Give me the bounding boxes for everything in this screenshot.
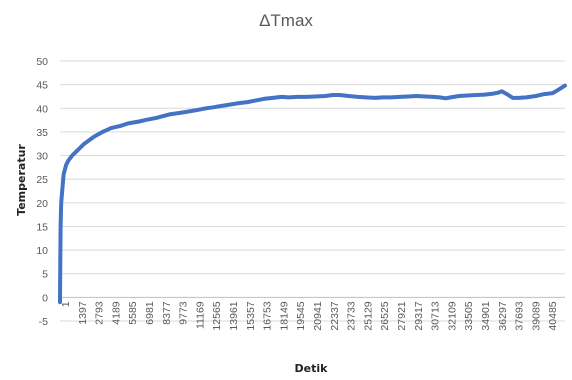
x-tick-label: 9773 <box>178 301 190 325</box>
x-tick-label: 23733 <box>346 301 358 330</box>
y-tick-label: -5 <box>39 316 48 328</box>
y-tick-label: 5 <box>42 269 48 281</box>
y-tick-label: 40 <box>36 103 48 115</box>
x-tick-label: 29317 <box>413 301 425 330</box>
y-tick-label: 50 <box>36 56 48 68</box>
y-tick-label: 20 <box>36 198 48 210</box>
y-tick-label: 35 <box>36 127 48 139</box>
x-tick-label: 6981 <box>144 301 156 325</box>
x-tick-label: 11169 <box>194 301 206 329</box>
x-tick-label: 15357 <box>245 301 257 330</box>
x-tick-label: 33505 <box>463 301 475 330</box>
x-tick-label: 37693 <box>514 301 526 330</box>
y-tick-label: 45 <box>36 80 48 92</box>
x-tick-label: 32109 <box>446 301 458 330</box>
x-tick-label: 26525 <box>379 301 391 330</box>
x-tick-label: 19545 <box>295 301 307 330</box>
x-tick-label: 40485 <box>547 301 559 330</box>
series-line <box>58 83 567 305</box>
x-tick-label: 13961 <box>228 301 240 330</box>
x-tick-label: 5585 <box>127 301 139 325</box>
y-tick-label: 15 <box>36 221 48 233</box>
x-tick-label: 27921 <box>396 301 408 330</box>
y-tick-label: 30 <box>36 151 48 163</box>
x-tick-label: 20941 <box>312 301 324 330</box>
y-tick-label: 0 <box>42 292 48 304</box>
y-tick-label: 25 <box>36 174 48 186</box>
grid-lines <box>60 60 565 322</box>
x-axis-title: Detik <box>295 362 329 375</box>
x-tick-label: 16753 <box>262 301 274 330</box>
y-tick-label: 10 <box>36 245 48 257</box>
chart-title: ΔTmax <box>259 11 313 30</box>
x-tick-label: 39089 <box>530 301 542 330</box>
x-tick-label: 2793 <box>94 301 106 325</box>
x-tick-label: 1 <box>60 301 72 307</box>
y-axis-title: Temperatur <box>15 144 28 216</box>
y-axis-ticks: -5 0 5 10 15 20 25 30 35 40 45 50 <box>36 56 48 328</box>
x-tick-label: 25129 <box>362 301 374 330</box>
x-tick-label: 4189 <box>110 301 122 325</box>
x-tick-label: 36297 <box>497 301 509 330</box>
x-tick-label: 1397 <box>77 301 89 325</box>
x-tick-label: 22337 <box>329 301 341 330</box>
x-tick-label: 12565 <box>211 301 223 330</box>
x-tick-label: 34901 <box>480 301 492 330</box>
x-tick-label: 18149 <box>278 301 290 330</box>
x-axis-ticks: 1 1397 2793 4189 5585 6981 8377 9773 11169 12565 1… <box>60 301 559 330</box>
x-tick-label: 30713 <box>430 301 442 330</box>
x-tick-label: 8377 <box>161 301 173 325</box>
series-layer <box>58 83 567 305</box>
